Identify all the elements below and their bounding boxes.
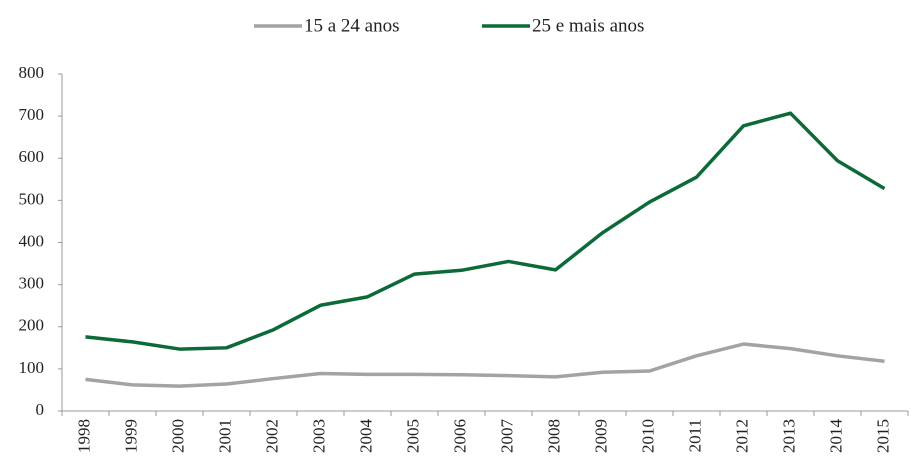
y-tick-label: 100 (19, 358, 45, 377)
x-tick-label: 2008 (544, 419, 563, 453)
x-tick-label: 2010 (638, 419, 657, 453)
y-tick-label: 600 (19, 147, 45, 166)
y-tick-label: 200 (19, 316, 45, 335)
x-tick-label: 2009 (591, 419, 610, 453)
x-tick-label: 2011 (685, 419, 704, 452)
x-tick-label: 2015 (873, 419, 892, 453)
legend-label: 25 e mais anos (532, 15, 644, 36)
x-tick-label: 1998 (74, 419, 93, 453)
series-line (85, 111, 886, 351)
legend: 15 a 24 anos 25 e mais anos (254, 15, 644, 36)
y-tick-label: 0 (36, 400, 45, 419)
x-tick-label: 2013 (779, 419, 798, 453)
x-tick-label: 2007 (497, 419, 516, 454)
x-tick-label: 2004 (356, 419, 375, 454)
x-tick-label: 2014 (826, 419, 845, 454)
y-tick-label: 500 (19, 189, 45, 208)
legend-label: 15 a 24 anos (304, 15, 400, 36)
x-tick-label: 2003 (309, 419, 328, 453)
x-tick-label: 2002 (262, 419, 281, 453)
x-tick-label: 2000 (168, 419, 187, 453)
x-tick-label: 2005 (403, 419, 422, 453)
y-tick-label: 400 (19, 231, 45, 250)
y-tick-label: 700 (19, 105, 45, 124)
x-tick-label: 2001 (215, 419, 234, 453)
y-tick-label: 300 (19, 274, 45, 293)
x-tick-label: 2012 (732, 419, 751, 453)
x-tick-label: 1999 (121, 419, 140, 453)
series-line (85, 342, 885, 388)
x-tick-label: 2006 (450, 419, 469, 453)
y-tick-label: 800 (19, 63, 45, 82)
